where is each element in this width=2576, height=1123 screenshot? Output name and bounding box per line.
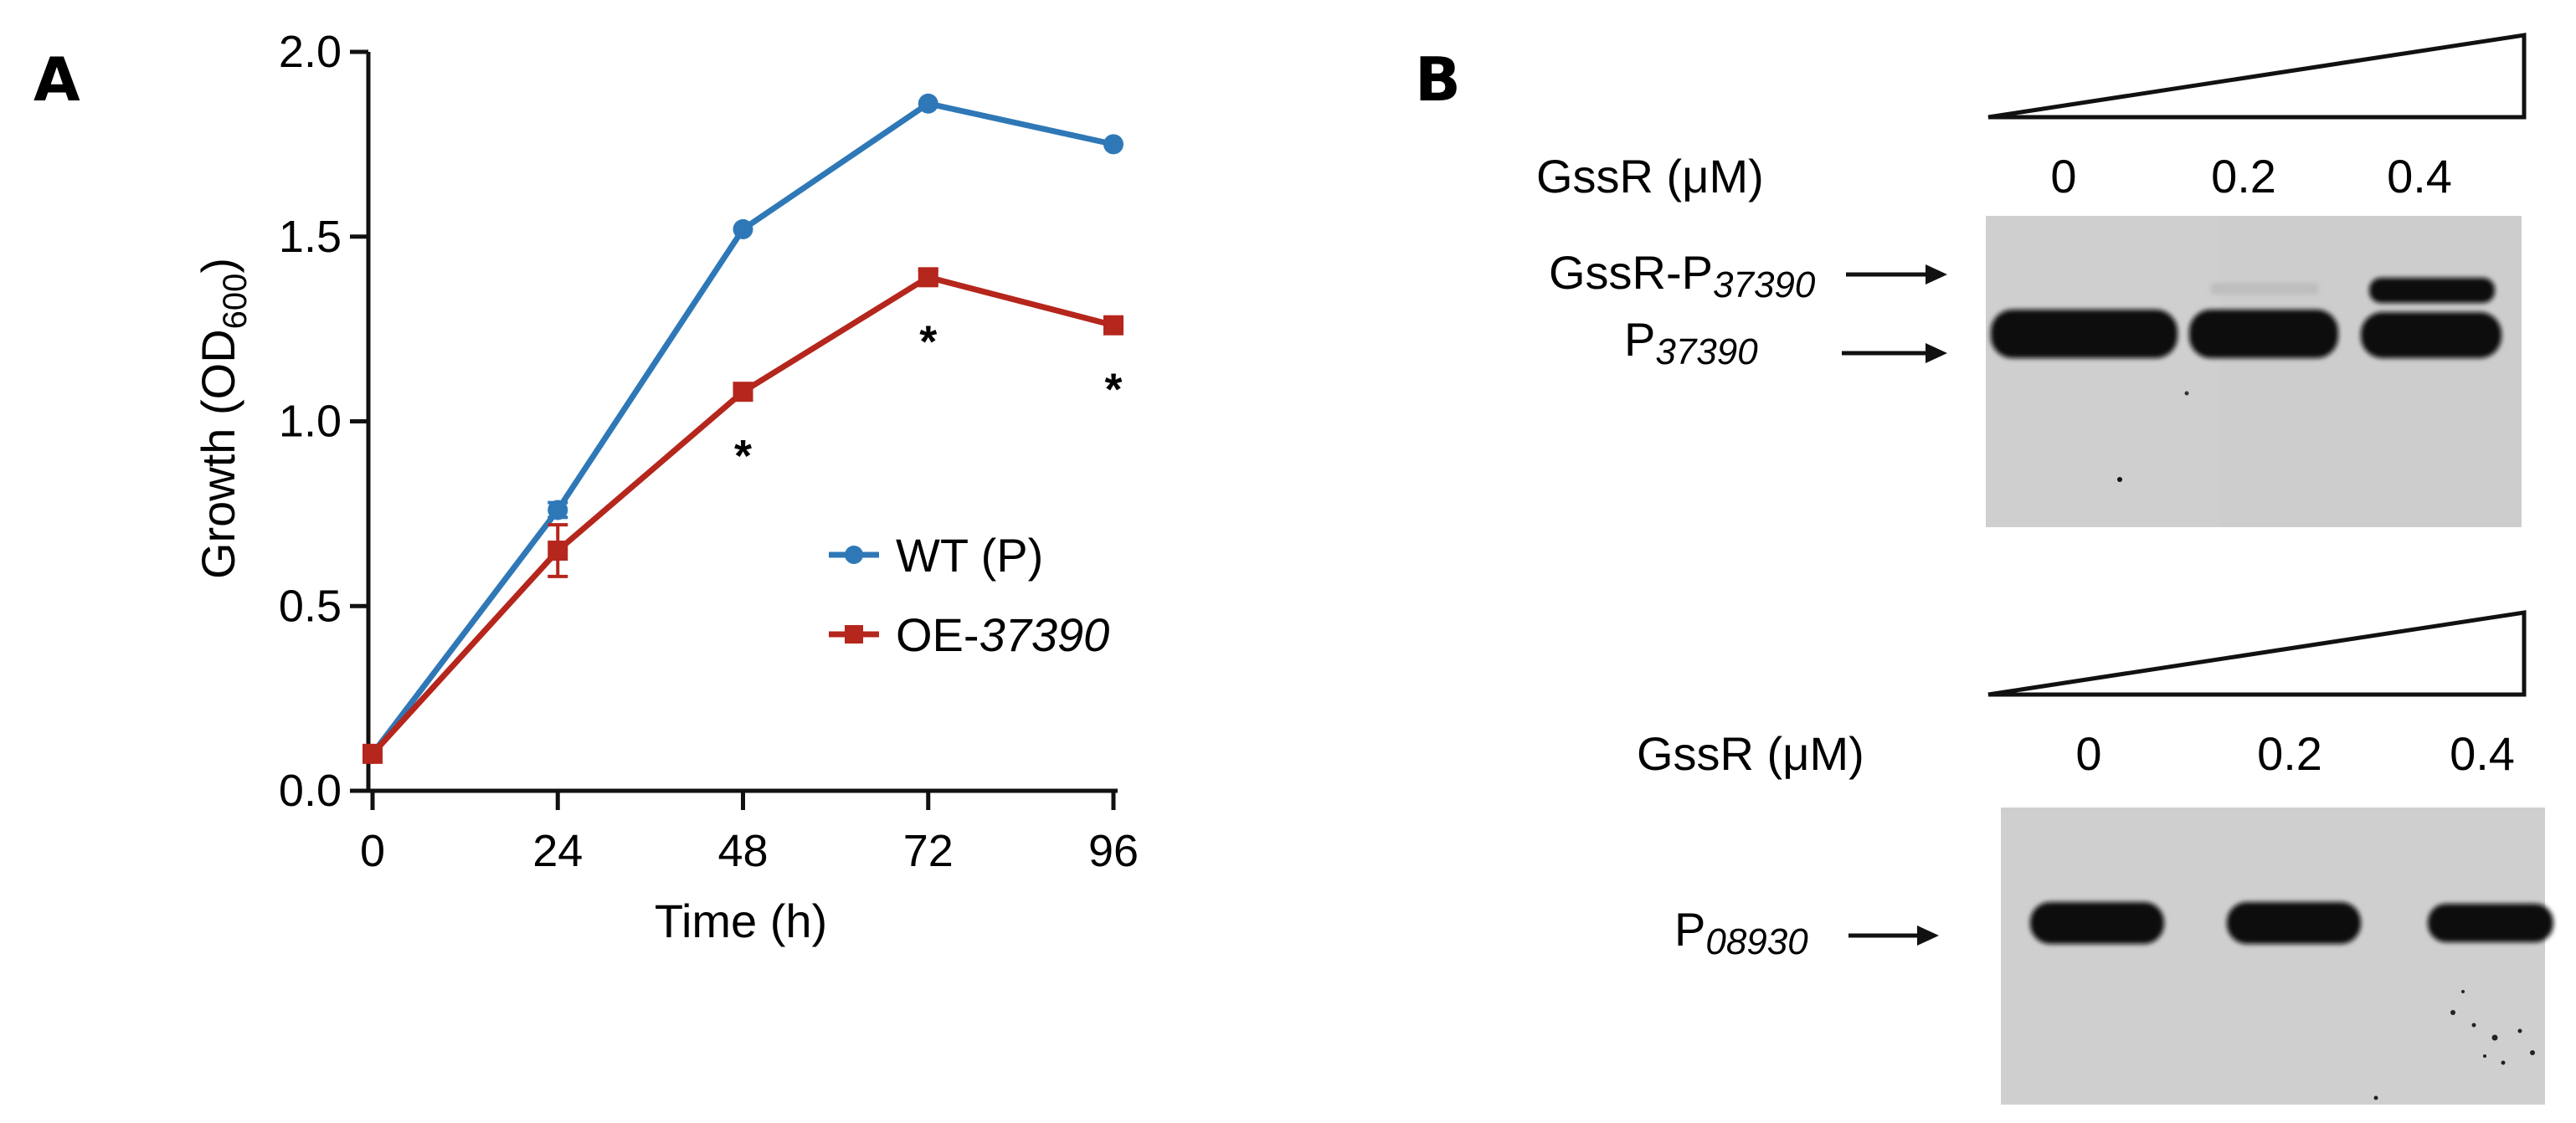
data-point-oe — [733, 382, 753, 403]
band-bottom-lane3-probe — [2428, 904, 2553, 942]
label-probe-top-prefix: P — [1624, 313, 1655, 366]
panel-a-letter: A — [33, 44, 80, 115]
legend-label-oe: OE-37390 — [896, 608, 1109, 661]
data-point-oe — [1103, 315, 1123, 336]
conc-top-1: 0.2 — [2211, 150, 2276, 203]
conc-bottom-1: 0.2 — [2257, 727, 2322, 780]
label-complex: GssR-P37390 — [1549, 246, 1816, 305]
y-axis-title-main: Growth (OD — [192, 329, 244, 579]
label-probe-top-sub: 37390 — [1655, 331, 1758, 372]
legend-label-wt: WT (P) — [896, 529, 1043, 582]
x-tick-label: 0 — [360, 826, 385, 876]
label-probe-bottom-prefix: P — [1674, 903, 1705, 956]
y-axis-title-end: ) — [192, 258, 244, 274]
gradient-wedge-top — [1987, 33, 2527, 120]
significance-star: * — [919, 316, 937, 367]
data-point-wt — [1103, 134, 1123, 155]
band-top-lane2-faint — [2210, 283, 2319, 295]
gel-bottom — [2001, 808, 2545, 1105]
panel-b-letter: B — [1415, 44, 1461, 115]
label-probe-bottom: P08930 — [1674, 903, 1808, 962]
arrow-complex-head — [1926, 264, 1947, 285]
conc-bottom-2: 0.4 — [2450, 727, 2515, 780]
x-ticks: 0 24 48 72 96 — [360, 791, 1139, 876]
y-tick-label: 0.5 — [279, 581, 342, 631]
x-tick-label: 72 — [903, 826, 954, 876]
conc-bottom-0: 0 — [2075, 727, 2101, 780]
legend-label-oe-prefix: OE- — [896, 608, 979, 661]
series-layer — [362, 93, 1123, 764]
gel-top-right — [2220, 216, 2522, 527]
y-tick-label: 1.0 — [279, 397, 342, 447]
data-point-wt — [548, 500, 568, 520]
gel-top-left — [1986, 216, 2224, 527]
band-top-lane2-probe — [2189, 310, 2338, 358]
legend-label-oe-italic: 37390 — [979, 608, 1110, 661]
x-tick-label: 48 — [717, 826, 768, 876]
significance-star: * — [734, 431, 752, 481]
gel-speckles — [2373, 990, 2535, 1100]
band-top-lane3-probe — [2361, 312, 2501, 358]
y-tick-label: 1.5 — [279, 212, 342, 262]
y-tick-label: 0.0 — [279, 766, 342, 816]
x-tick-label: 24 — [532, 826, 583, 876]
data-point-wt — [733, 218, 753, 239]
growth-chart: 0.0 0.5 1.0 1.5 2.0 0 24 48 72 96 * * * Time (h) G… — [192, 27, 1139, 947]
label-probe-top: P37390 — [1624, 313, 1758, 372]
conc-label-bottom: GssR (μM) — [1637, 727, 1864, 780]
data-point-wt — [918, 93, 938, 114]
x-tick-label: 96 — [1088, 826, 1139, 876]
arrow-probe-top-head — [1926, 343, 1947, 363]
legend-marker-wt — [845, 546, 863, 564]
y-axis-title: Growth (OD600) — [192, 258, 254, 579]
y-tick-label: 2.0 — [279, 27, 342, 77]
band-bottom-lane2-probe — [2227, 902, 2361, 944]
gel-speck — [2184, 391, 2189, 396]
label-complex-prefix: GssR-P — [1549, 246, 1713, 299]
band-top-lane1-probe — [1991, 310, 2178, 358]
data-point-oe — [918, 267, 938, 288]
data-point-oe — [548, 541, 568, 562]
band-bottom-lane1-probe — [2030, 902, 2164, 944]
legend-marker-oe — [845, 625, 863, 644]
label-probe-bottom-sub: 08930 — [1705, 921, 1808, 962]
x-axis-title: Time (h) — [655, 895, 827, 947]
blot-top: GssR (μM) 0 0.2 0.4 GssR-P37390 P37390 — [1536, 33, 2527, 527]
significance-star: * — [1104, 365, 1122, 415]
y-ticks: 0.0 0.5 1.0 1.5 2.0 — [279, 27, 368, 816]
gradient-wedge-bottom — [1987, 610, 2527, 697]
label-complex-sub: 37390 — [1713, 264, 1816, 305]
data-point-oe — [362, 743, 383, 764]
conc-top-0: 0 — [2050, 150, 2076, 203]
blot-bottom: GssR (μM) 0 0.2 0.4 P08930 — [1637, 610, 2553, 1105]
arrow-probe-bottom-head — [1917, 926, 1939, 946]
band-top-lane3-complex — [2369, 278, 2495, 303]
gel-speck — [2117, 477, 2122, 482]
y-axis-title-sub: 600 — [217, 274, 254, 330]
conc-top-2: 0.4 — [2387, 150, 2452, 203]
legend: WT (P) OE-37390 — [829, 529, 1109, 661]
series-line-oe — [370, 274, 1114, 756]
conc-label-top: GssR (μM) — [1536, 150, 1764, 203]
significance-layer: * * * — [734, 316, 1123, 481]
